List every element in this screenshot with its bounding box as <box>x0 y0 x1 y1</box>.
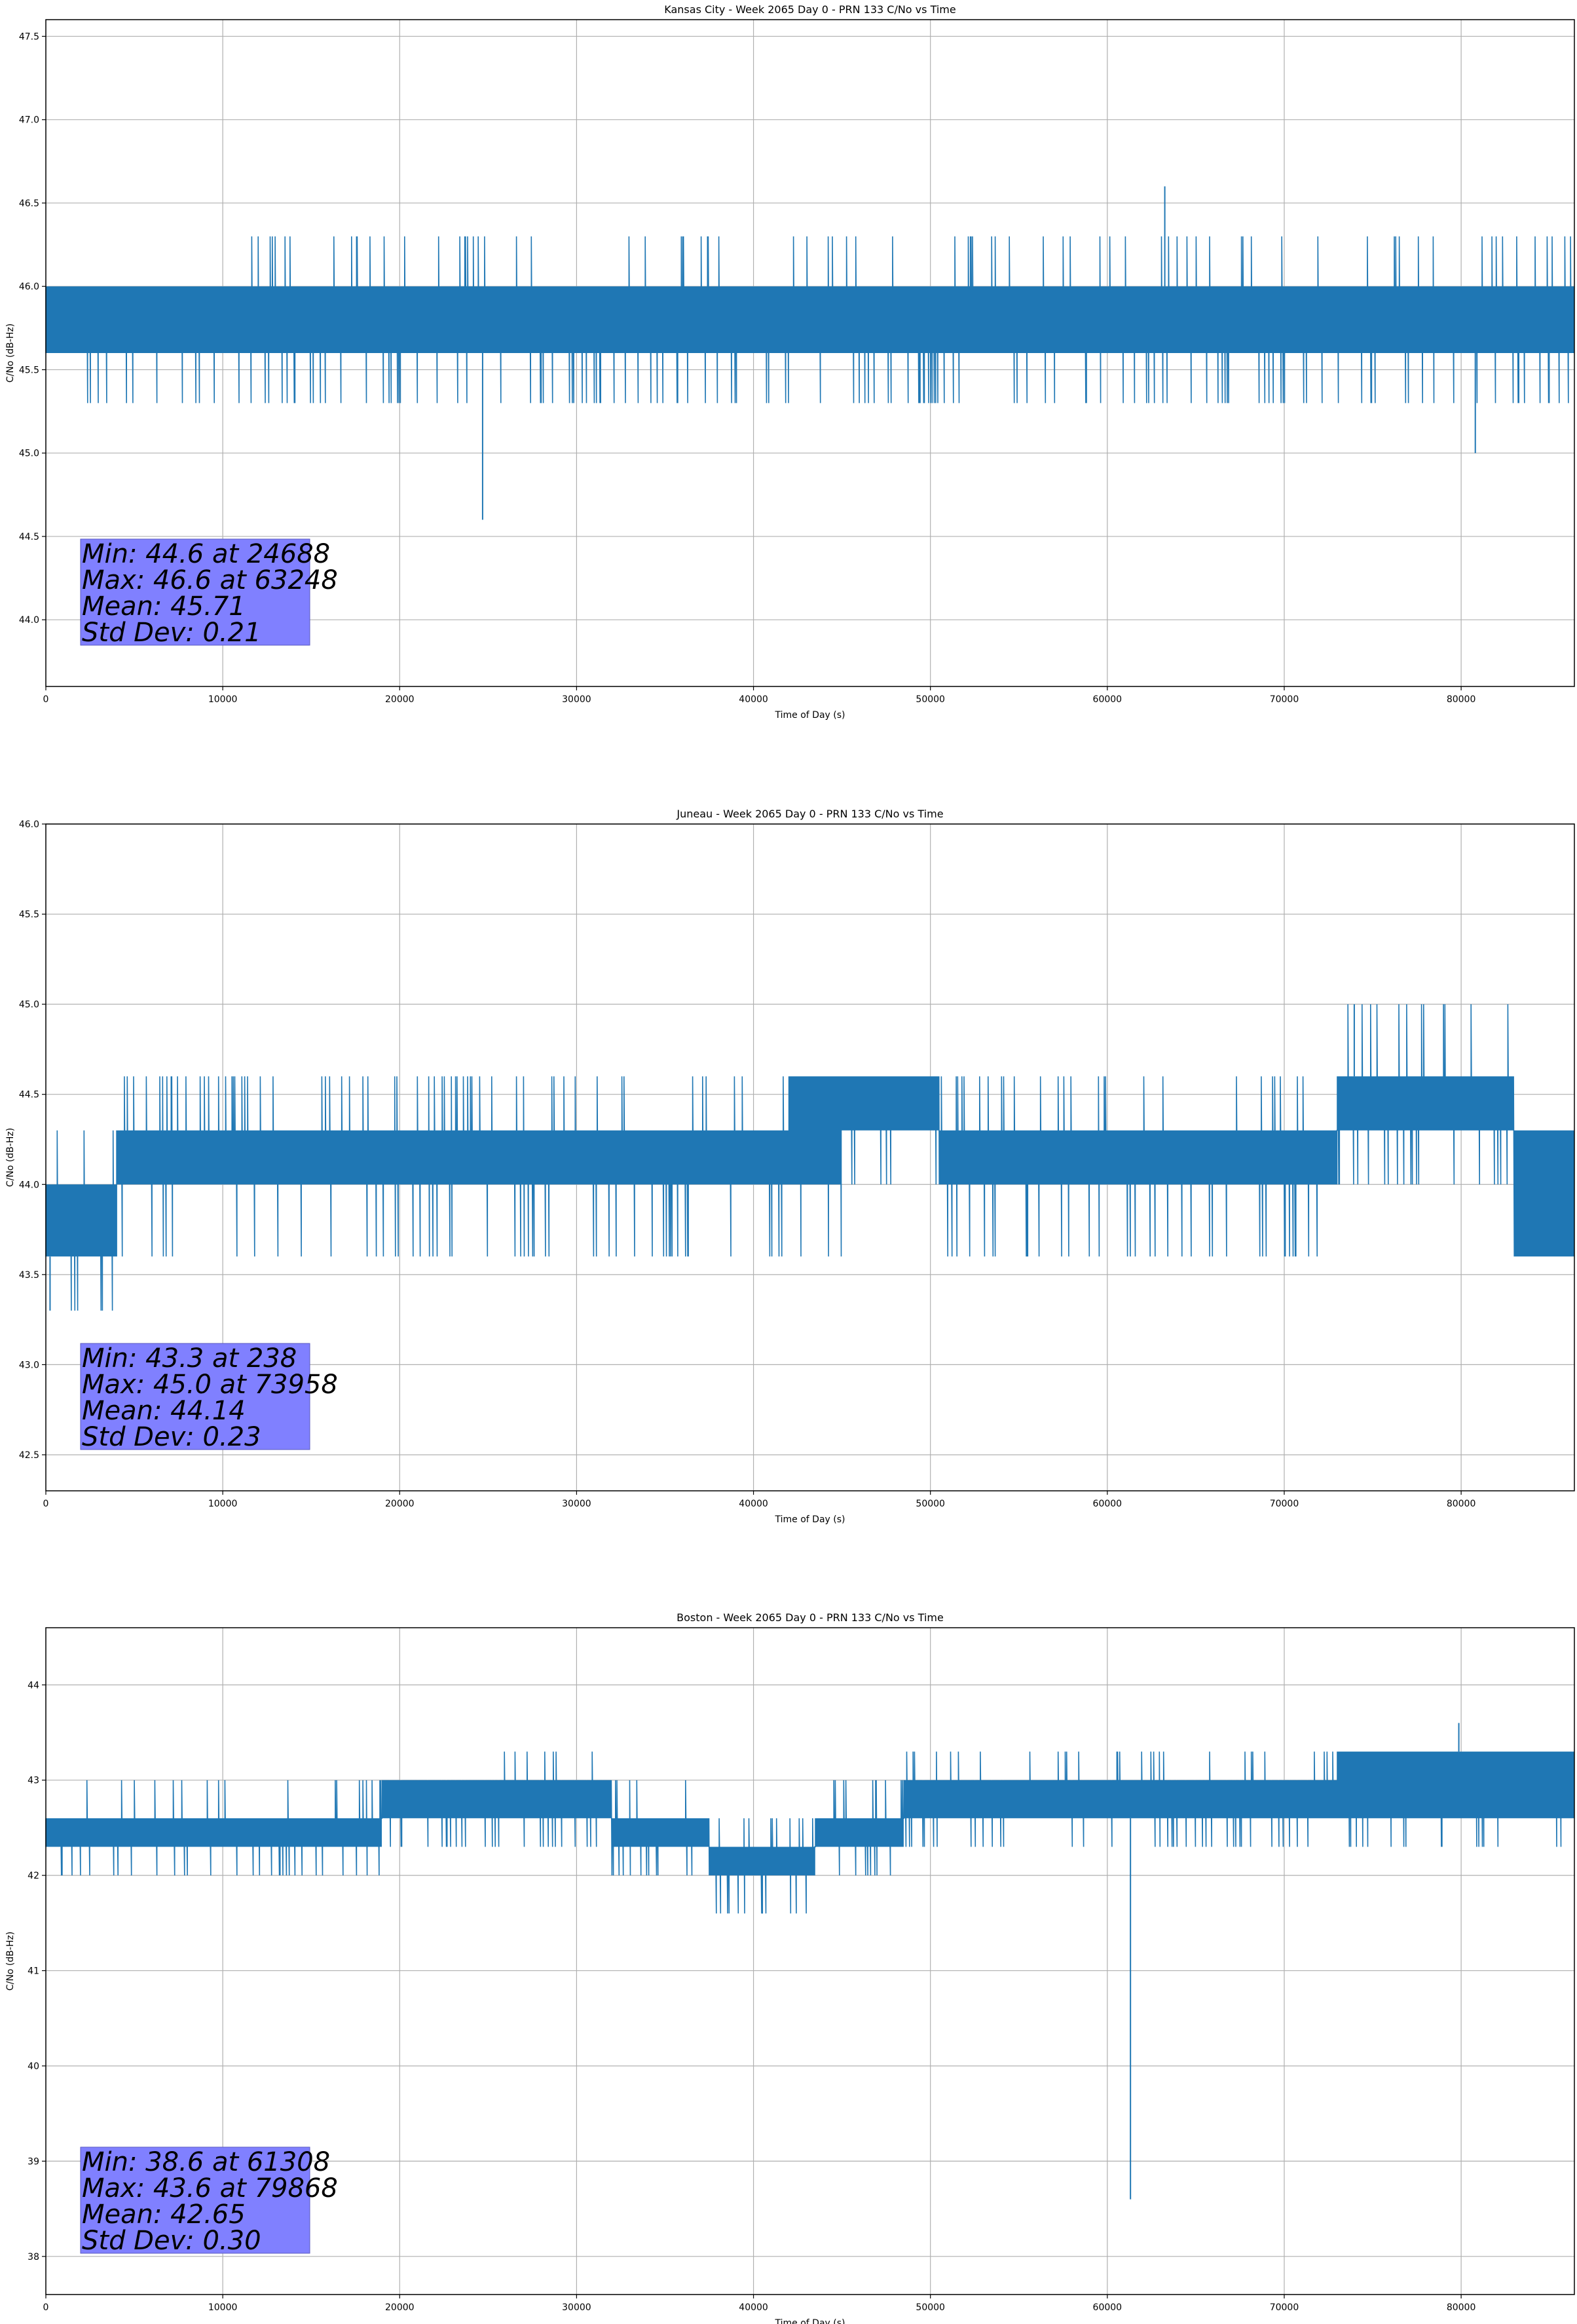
stats-line: Max: 45.0 at 73958 <box>82 1370 338 1400</box>
y-tick-label: 44.5 <box>19 532 39 542</box>
y-tick-label: 44.5 <box>19 1090 39 1100</box>
x-tick-label: 0 <box>43 694 49 705</box>
stats-line: Min: 43.3 at 238 <box>82 1343 297 1374</box>
x-tick-label: 30000 <box>562 2302 591 2313</box>
x-tick-label: 40000 <box>739 694 768 705</box>
data-series-line <box>45 1004 1574 1311</box>
x-tick-label: 40000 <box>739 1499 768 1509</box>
y-tick-label: 42.5 <box>19 1450 39 1461</box>
x-tick-label: 70000 <box>1270 2302 1299 2313</box>
y-axis-label: C/No (dB-Hz) <box>5 324 16 383</box>
stats-line: Std Dev: 0.30 <box>82 2226 261 2256</box>
y-tick-label: 39 <box>28 2156 39 2167</box>
y-tick-label: 42 <box>28 1871 39 1881</box>
x-tick-label: 80000 <box>1447 2302 1476 2313</box>
y-tick-label: 41 <box>28 1966 39 1977</box>
x-tick-label: 50000 <box>916 694 945 705</box>
y-tick-label: 45.5 <box>19 910 39 920</box>
x-tick-label: 50000 <box>916 1499 945 1509</box>
stats-line: Max: 43.6 at 79868 <box>82 2173 338 2203</box>
stats-box <box>80 538 310 646</box>
x-tick-label: 60000 <box>1093 2302 1122 2313</box>
y-axis-label: C/No (dB-Hz) <box>5 1932 16 1991</box>
stats-line: Std Dev: 0.23 <box>82 1422 261 1452</box>
stats-line: Min: 38.6 at 61308 <box>82 2147 330 2177</box>
y-tick-label: 45.0 <box>19 449 39 459</box>
stats-line: Mean: 42.65 <box>82 2200 246 2230</box>
x-tick-label: 70000 <box>1270 1499 1299 1509</box>
chart-title: Kansas City - Week 2065 Day 0 - PRN 133 … <box>664 3 955 16</box>
y-tick-label: 46.5 <box>19 198 39 209</box>
x-tick-label: 10000 <box>208 694 238 705</box>
chart-title: Juneau - Week 2065 Day 0 - PRN 133 C/No … <box>676 808 943 820</box>
x-tick-label: 30000 <box>562 694 591 705</box>
x-tick-label: 20000 <box>385 1499 415 1509</box>
y-tick-label: 43 <box>28 1776 39 1786</box>
x-tick-label: 10000 <box>208 1499 238 1509</box>
chart-panel-3: 0 10000 20000 30000 40000 50000 60000 70000 8000… <box>5 1611 1575 2324</box>
y-tick-label: 43.0 <box>19 1360 39 1370</box>
data-series-line <box>45 236 1575 403</box>
stats-line: Max: 46.6 at 63248 <box>82 565 338 595</box>
stats-line: Min: 44.6 at 24688 <box>82 539 330 569</box>
y-tick-label: 46.0 <box>19 282 39 292</box>
y-tick-label: 45.5 <box>19 365 39 375</box>
stats-line: Mean: 45.71 <box>82 591 246 622</box>
x-axis-label: Time of Day (s) <box>775 1514 845 1525</box>
x-tick-label: 60000 <box>1093 1499 1122 1509</box>
axes-frame <box>45 823 1575 1491</box>
y-tick-label: 47.0 <box>19 115 39 126</box>
x-tick-label: 40000 <box>739 2302 768 2313</box>
chart-panel-2: 0 10000 20000 30000 40000 50000 60000 70000 8000… <box>5 808 1575 1525</box>
x-tick-label: 0 <box>43 2302 49 2313</box>
y-tick-label: 40 <box>28 2061 39 2072</box>
x-tick-label: 50000 <box>916 2302 945 2313</box>
x-axis-label: Time of Day (s) <box>775 2318 845 2324</box>
stats-box <box>80 2146 310 2254</box>
y-tick-label: 44.0 <box>19 1180 39 1190</box>
x-tick-label: 0 <box>43 1499 49 1509</box>
x-tick-label: 80000 <box>1447 694 1476 705</box>
x-tick-label: 70000 <box>1270 694 1299 705</box>
y-tick-label: 46.0 <box>19 819 39 830</box>
x-tick-label: 30000 <box>562 1499 591 1509</box>
stats-box <box>80 1343 310 1450</box>
y-axis-label: C/No (dB-Hz) <box>5 1128 16 1187</box>
data-series-line <box>45 1752 1574 1914</box>
chart-title: Boston - Week 2065 Day 0 - PRN 133 C/No … <box>677 1611 944 1624</box>
x-axis-label: Time of Day (s) <box>775 710 845 721</box>
y-tick-label: 38 <box>28 2252 39 2262</box>
x-tick-label: 20000 <box>385 694 415 705</box>
y-tick-label: 43.5 <box>19 1270 39 1281</box>
stats-line: Std Dev: 0.21 <box>82 618 261 648</box>
chart-panel-1: 0 10000 20000 30000 40000 50000 60000 70000 8000… <box>5 3 1575 721</box>
axes-frame <box>45 1627 1575 2295</box>
x-tick-label: 10000 <box>208 2302 238 2313</box>
axes-frame <box>45 19 1575 687</box>
y-tick-label: 47.5 <box>19 31 39 42</box>
y-tick-label: 44.0 <box>19 615 39 626</box>
x-tick-label: 60000 <box>1093 694 1122 705</box>
y-tick-label: 44 <box>28 1680 39 1691</box>
y-tick-label: 45.0 <box>19 1000 39 1010</box>
x-tick-label: 80000 <box>1447 1499 1476 1509</box>
stats-line: Mean: 44.14 <box>82 1396 246 1426</box>
x-tick-label: 20000 <box>385 2302 415 2313</box>
